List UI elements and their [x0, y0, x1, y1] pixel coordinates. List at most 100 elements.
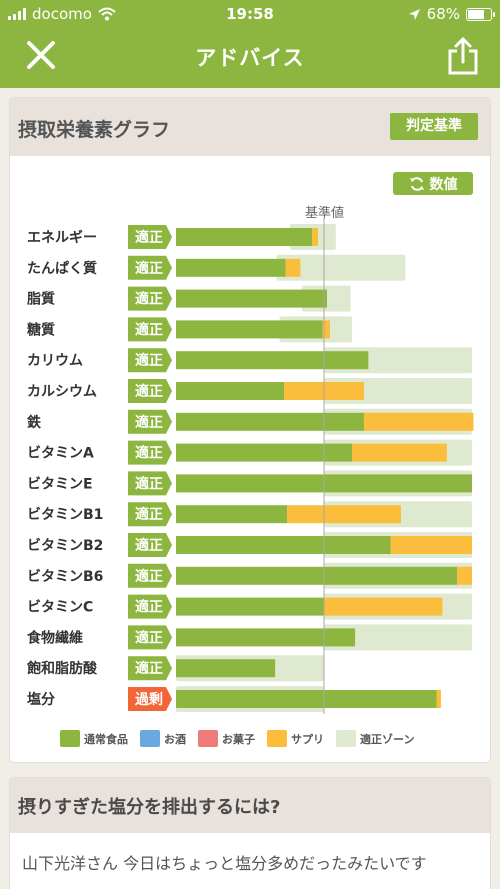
battery-icon — [466, 7, 495, 21]
legend-item-supplement: サプリ — [267, 730, 324, 747]
status-badge-label: 適正 — [135, 445, 163, 462]
status-badge-label: 適正 — [135, 599, 163, 616]
status-bar: docomo 19:58 68% — [0, 0, 500, 28]
refresh-icon — [409, 176, 424, 191]
bar-normal-food — [176, 536, 391, 554]
status-badge — [128, 502, 172, 527]
nutrient-label: 食物繊維 — [27, 629, 83, 646]
numbers-button-label: 数値 — [429, 176, 458, 193]
baseline-label: 基準値 — [305, 206, 345, 221]
bar-normal-food — [176, 320, 323, 339]
page-title: アドバイス — [195, 46, 305, 70]
status-badge — [128, 594, 172, 619]
bar-supplement — [287, 505, 401, 524]
bar-normal-food — [176, 382, 285, 400]
criteria-button[interactable]: 判定基準 — [390, 113, 478, 140]
nutrient-label: 糖質 — [27, 321, 55, 338]
status-badge-label: 適正 — [135, 352, 163, 369]
legend-label-normal-food: 通常食品 — [84, 732, 128, 746]
legend-swatch-normal-food — [60, 730, 80, 747]
status-badge — [128, 533, 172, 557]
status-badge-label: 適正 — [135, 537, 163, 554]
bar-supplement — [324, 597, 443, 616]
legend-swatch-snack — [198, 730, 218, 747]
status-badge — [128, 317, 172, 342]
top-bar: docomo 19:58 68% アドバイス — [0, 0, 500, 88]
bar-normal-food — [176, 351, 369, 370]
nutrient-label: ビタミンB2 — [27, 538, 103, 554]
nutrient-label: ビタミンB1 — [27, 507, 103, 523]
nutrient-label: エネルギー — [27, 229, 97, 246]
zone-band — [324, 624, 472, 651]
status-badge-label: 適正 — [135, 383, 163, 400]
nutrient-label: 脂質 — [26, 291, 55, 308]
nutrient-label: たんぱく質 — [27, 260, 97, 277]
status-badge — [128, 687, 172, 711]
legend-label-alcohol: お酒 — [164, 732, 186, 746]
numbers-toggle-button[interactable]: 数値 — [393, 172, 473, 195]
nutrient-label: ビタミンB6 — [27, 569, 103, 585]
bar-supplement — [352, 443, 447, 462]
advice-body-text: 山下光洋さん 今日はちょっと塩分多めだったみたいです — [22, 854, 427, 873]
battery-percent: 68% — [426, 5, 460, 23]
carrier-label: docomo — [32, 5, 92, 23]
status-badge-label: 適正 — [135, 506, 163, 523]
bar-normal-food — [176, 443, 353, 462]
bar-normal-food — [176, 412, 364, 431]
bar-normal-food — [176, 258, 286, 277]
nutrient-card-header: 摂取栄養素グラフ 判定基準 — [10, 98, 490, 156]
nutrient-label: カリウム — [27, 353, 83, 369]
bar-supplement — [457, 566, 472, 585]
advice-card-title: 摂りすぎた塩分を排出するには? — [18, 797, 281, 818]
legend-item-alcohol: お酒 — [140, 730, 186, 747]
legend-label-supplement: サプリ — [291, 732, 324, 746]
clock: 19:58 — [226, 5, 274, 23]
status-badge-label: 適正 — [135, 414, 163, 431]
status-badge — [128, 255, 172, 280]
nutrient-card-title: 摂取栄養素グラフ — [18, 119, 171, 141]
status-badge — [128, 379, 172, 403]
status-badge-label: 過剰 — [134, 691, 163, 708]
nutrient-label: カルシウム — [27, 384, 97, 400]
bar-normal-food — [176, 566, 458, 585]
signal-icon — [8, 8, 26, 20]
status-badge — [128, 471, 172, 496]
bar-supplement — [322, 320, 330, 339]
status-badge-label: 適正 — [135, 568, 163, 585]
bar-normal-food — [176, 289, 327, 308]
advice-card[interactable]: 摂りすぎた塩分を排出するには? 山下光洋さん 今日はちょっと塩分多めだったみたい… — [10, 778, 490, 889]
status-badge — [128, 409, 172, 434]
close-icon[interactable] — [26, 40, 56, 70]
status-badge-label: 適正 — [135, 475, 163, 492]
nutrient-label: 塩分 — [27, 691, 55, 708]
chart-legend: 通常食品 お酒 お菓子 サプリ 適正ゾーン — [60, 730, 414, 747]
share-icon[interactable] — [446, 36, 480, 76]
advice-card-header: 摂りすぎた塩分を排出するには? — [10, 778, 490, 833]
status-badge — [128, 348, 172, 373]
bar-supplement — [436, 690, 441, 708]
legend-swatch-zone — [336, 730, 356, 747]
bar-supplement — [363, 412, 474, 431]
wifi-icon — [98, 7, 116, 21]
status-badge-label: 適正 — [135, 321, 163, 338]
legend-swatch-alcohol — [140, 730, 160, 747]
legend-swatch-supplement — [267, 730, 287, 747]
status-badge — [128, 563, 172, 588]
bar-normal-food — [176, 690, 437, 708]
status-badge-label: 適正 — [135, 660, 163, 677]
status-badge — [128, 656, 172, 681]
zone-band — [276, 254, 406, 281]
nutrient-label: 飽和脂肪酸 — [26, 660, 98, 677]
nutrient-label: ビタミンE — [27, 476, 93, 492]
status-badge — [128, 225, 172, 249]
bar-normal-food — [176, 505, 287, 524]
nutrient-label: 鉄 — [27, 414, 42, 431]
bar-normal-food — [176, 228, 313, 246]
status-badge-label: 適正 — [135, 629, 163, 646]
status-badge-label: 適正 — [135, 291, 163, 308]
nutrient-label: ビタミンA — [27, 446, 94, 462]
bar-supplement — [285, 258, 301, 277]
bar-supplement — [312, 228, 319, 246]
